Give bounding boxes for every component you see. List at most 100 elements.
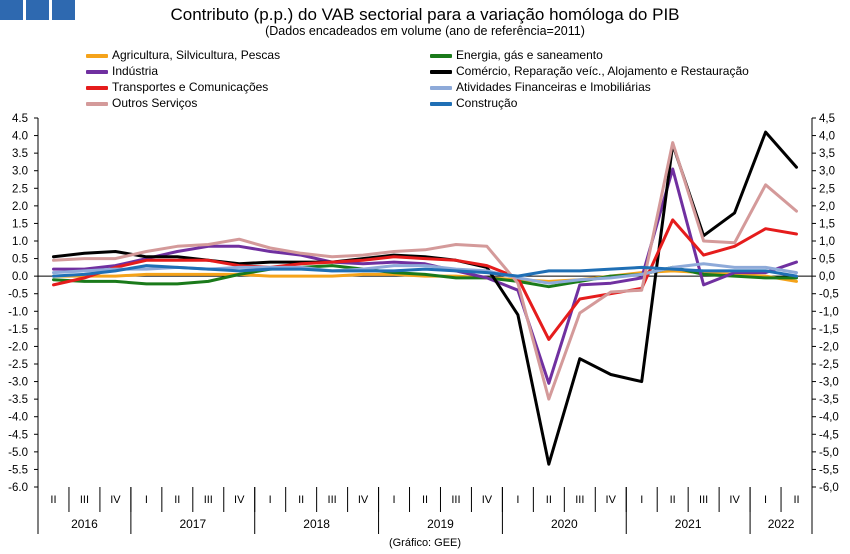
legend-item: Atividades Financeiras e Imobiliárias bbox=[430, 79, 651, 95]
legend-label: Comércio, Reparação veíc., Alojamento e … bbox=[456, 64, 749, 78]
legend-label: Indústria bbox=[112, 64, 159, 78]
quarter-label: I bbox=[640, 494, 643, 506]
quarter-label: III bbox=[328, 494, 337, 506]
legend-swatch bbox=[86, 85, 108, 90]
legend-item: Comércio, Reparação veíc., Alojamento e … bbox=[430, 63, 749, 79]
legend-item: Outros Serviços bbox=[86, 95, 197, 111]
y-tick-label-left: 4.5 bbox=[12, 113, 28, 125]
y-tick-label-left: -4.5 bbox=[8, 429, 28, 441]
y-tick-label-left: 0.0 bbox=[12, 271, 28, 283]
quarter-label: IV bbox=[358, 494, 369, 506]
legend-label: Construção bbox=[456, 96, 518, 110]
y-tick-label-left: 2.5 bbox=[12, 183, 28, 195]
quarter-label: III bbox=[575, 494, 584, 506]
y-tick-label-left: -1.5 bbox=[8, 324, 28, 336]
y-tick-label-right: -4,0 bbox=[819, 412, 839, 424]
logo-block bbox=[0, 0, 23, 20]
legend-swatch bbox=[430, 85, 452, 90]
quarter-label: III bbox=[699, 494, 708, 506]
y-tick-label-left: -3.0 bbox=[8, 377, 28, 389]
legend-swatch bbox=[86, 53, 108, 58]
y-tick-label-left: 0.5 bbox=[12, 254, 28, 266]
y-tick-label-right: -4,5 bbox=[819, 429, 839, 441]
year-label: 2018 bbox=[303, 517, 330, 531]
y-tick-label-left: -5.5 bbox=[8, 464, 28, 476]
quarter-label: I bbox=[764, 494, 767, 506]
gee-logo bbox=[0, 0, 76, 20]
y-tick-label-left: -5.0 bbox=[8, 447, 28, 459]
y-tick-label-right: 1,0 bbox=[819, 236, 835, 248]
quarter-label: I bbox=[269, 494, 272, 506]
y-tick-label-left: 3.5 bbox=[12, 148, 28, 160]
quarter-label: II bbox=[298, 494, 304, 506]
logo-block bbox=[52, 0, 75, 20]
y-tick-label-left: -0.5 bbox=[8, 289, 28, 301]
year-label: 2019 bbox=[427, 517, 454, 531]
y-tick-label-right: 3,5 bbox=[819, 148, 835, 160]
chart-subtitle: (Dados encadeados em volume (ano de refe… bbox=[265, 24, 585, 38]
y-tick-label-right: -1,0 bbox=[819, 306, 839, 318]
y-tick-label-left: 4.0 bbox=[12, 131, 28, 143]
y-tick-label-left: 2.0 bbox=[12, 201, 28, 213]
legend-label: Outros Serviços bbox=[112, 96, 198, 110]
series-line-3 bbox=[52, 167, 798, 385]
legend-item: Indústria bbox=[86, 63, 158, 79]
y-tick-label-right: 4,5 bbox=[819, 113, 835, 125]
y-tick-label-left: 1.5 bbox=[12, 218, 28, 230]
y-tick-label-left: -1.0 bbox=[8, 306, 28, 318]
y-tick-label-left: 3.0 bbox=[12, 166, 28, 178]
series-line-7 bbox=[52, 141, 798, 401]
y-tick-label-right: 0,0 bbox=[819, 271, 835, 283]
quarter-label: I bbox=[393, 494, 396, 506]
legend-item: Energia, gás e saneamento bbox=[430, 47, 603, 63]
y-tick-label-left: -6.0 bbox=[8, 482, 28, 494]
legend-label: Atividades Financeiras e Imobiliárias bbox=[456, 80, 651, 94]
y-tick-label-right: -6,0 bbox=[819, 482, 839, 494]
quarter-label: III bbox=[80, 494, 89, 506]
quarter-label: II bbox=[422, 494, 428, 506]
y-tick-label-right: 2,0 bbox=[819, 201, 835, 213]
legend-swatch bbox=[430, 53, 452, 58]
year-label: 2022 bbox=[768, 517, 795, 531]
y-tick-label-right: 0,5 bbox=[819, 254, 835, 266]
quarter-label: III bbox=[451, 494, 460, 506]
y-tick-label-right: 3,0 bbox=[819, 166, 835, 178]
chart-title: Contributo (p.p.) do VAB sectorial para … bbox=[170, 5, 680, 24]
series-line-8 bbox=[52, 264, 798, 278]
y-tick-label-left: -4.0 bbox=[8, 412, 28, 424]
y-tick-label-left: -2.0 bbox=[8, 341, 28, 353]
quarter-label: IV bbox=[110, 494, 121, 506]
y-tick-label-right: -5,0 bbox=[819, 447, 839, 459]
legend-swatch bbox=[86, 101, 108, 106]
y-tick-label-right: -2,0 bbox=[819, 341, 839, 353]
quarter-label: I bbox=[516, 494, 519, 506]
legend-swatch bbox=[86, 69, 108, 74]
source-note: (Gráfico: GEE) bbox=[388, 537, 462, 549]
y-tick-label-right: -0,5 bbox=[819, 289, 839, 301]
quarter-label: II bbox=[793, 494, 799, 506]
legend-swatch bbox=[430, 69, 452, 74]
quarter-label: IV bbox=[606, 494, 617, 506]
y-tick-label-right: -5,5 bbox=[819, 464, 839, 476]
quarter-label: III bbox=[204, 494, 213, 506]
y-tick-label-right: -3,5 bbox=[819, 394, 839, 406]
legend-label: Agricultura, Silvicultura, Pescas bbox=[112, 48, 281, 62]
legend-item: Transportes e Comunicações bbox=[86, 79, 268, 95]
series-line-5 bbox=[52, 218, 798, 341]
y-tick-label-right: 4,0 bbox=[819, 131, 835, 143]
year-label: 2016 bbox=[71, 517, 98, 531]
y-tick-label-right: 1,5 bbox=[819, 218, 835, 230]
legend-item: Agricultura, Silvicultura, Pescas bbox=[86, 47, 280, 63]
y-tick-label-left: -2.5 bbox=[8, 359, 28, 371]
year-label: 2021 bbox=[675, 517, 702, 531]
quarter-label: II bbox=[50, 494, 56, 506]
quarter-label: II bbox=[546, 494, 552, 506]
legend: Agricultura, Silvicultura, Pescas Energia… bbox=[86, 47, 806, 111]
y-tick-label-right: -2,5 bbox=[819, 359, 839, 371]
y-tick-label-right: 2,5 bbox=[819, 183, 835, 195]
y-tick-label-left: 1.0 bbox=[12, 236, 28, 248]
legend-label: Transportes e Comunicações bbox=[112, 80, 269, 94]
quarter-label: II bbox=[174, 494, 180, 506]
y-tick-label-right: -1,5 bbox=[819, 324, 839, 336]
legend-label: Energia, gás e saneamento bbox=[456, 48, 603, 62]
